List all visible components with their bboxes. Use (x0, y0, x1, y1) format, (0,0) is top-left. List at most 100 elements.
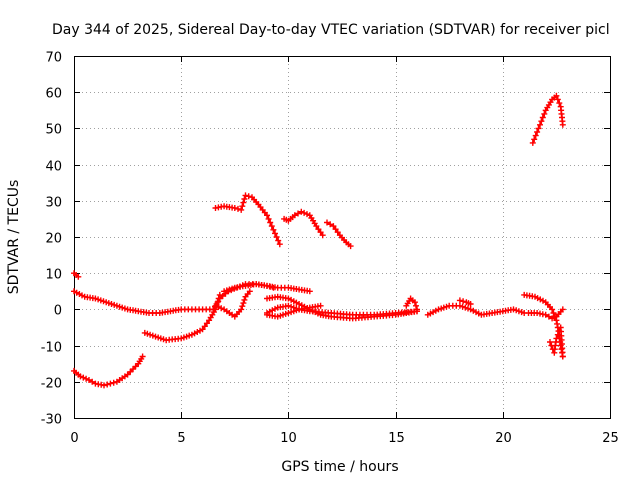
data-point (460, 298, 467, 305)
series-arc-6 (212, 288, 253, 320)
data-point (238, 306, 245, 313)
data-point (246, 288, 253, 295)
y-tick-label: 0 (54, 304, 62, 319)
x-tick-label: 5 (177, 431, 185, 446)
data-point (529, 139, 536, 146)
y-tick-label: 70 (45, 51, 62, 66)
data-point (139, 353, 146, 360)
data-point (559, 306, 566, 313)
data-point (554, 96, 561, 103)
data-point (413, 302, 419, 309)
data-point (532, 132, 539, 139)
series-arc-18 (281, 208, 326, 239)
y-tick-label: 20 (45, 232, 62, 247)
data-point (241, 196, 248, 202)
x-tick-label: 0 (70, 431, 78, 446)
series-arc-8 (264, 293, 420, 322)
x-tick-label: 10 (280, 431, 297, 446)
data-point (319, 232, 326, 239)
data-point (77, 373, 84, 380)
data-point (539, 114, 546, 121)
data-point (86, 377, 92, 383)
data-point (226, 286, 233, 293)
data-point (531, 136, 538, 143)
y-tick-label: 40 (45, 160, 62, 175)
data-point (235, 205, 241, 212)
data-point (144, 330, 151, 337)
x-tick-label: 20 (495, 431, 512, 446)
y-tick-label: -20 (41, 377, 62, 392)
data-point (264, 212, 270, 219)
data-point (534, 129, 541, 135)
data-point (268, 223, 275, 230)
data-point (83, 375, 90, 382)
data-point (239, 203, 246, 210)
data-point (101, 382, 107, 389)
x-tick-label: 25 (602, 431, 619, 446)
data-point (111, 301, 118, 308)
data-point (107, 380, 114, 387)
data-point (327, 221, 334, 228)
data-point (215, 304, 222, 310)
data-point (239, 303, 246, 310)
series-arc-11 (403, 295, 420, 313)
y-axis-label: SDTVAR / TECUs (6, 180, 22, 295)
data-point (119, 304, 126, 311)
data-point (291, 212, 298, 219)
data-point (240, 199, 247, 206)
x-tick-label: 15 (388, 431, 405, 446)
axis-ticks: -30 -20 -10 0 10 20 30 40 50 60 70 0 5 10 15 20 25 (41, 51, 619, 447)
data-point (80, 374, 87, 381)
data-point (559, 121, 566, 128)
series-arc-13 (456, 297, 474, 307)
y-tick-label: 60 (45, 87, 62, 102)
data-point (238, 206, 245, 213)
data-point (542, 311, 549, 318)
data-point (231, 205, 238, 211)
data-point (550, 310, 557, 316)
data-point (313, 223, 320, 230)
grid (74, 56, 610, 418)
data-point (104, 381, 111, 388)
data-point (110, 379, 117, 386)
data-point (456, 297, 463, 304)
y-tick-label: 10 (45, 268, 62, 283)
data-point (95, 296, 102, 303)
data-point (554, 331, 561, 338)
data-point (553, 92, 560, 99)
data-point (245, 193, 252, 200)
data-point (414, 306, 420, 313)
data-point (242, 192, 249, 199)
data-point (295, 210, 301, 217)
data-point (304, 211, 310, 218)
series-arc-17 (212, 192, 283, 248)
y-tick-label: 50 (45, 123, 62, 138)
data-point (241, 296, 248, 303)
data-point (298, 208, 305, 215)
data-point (545, 313, 552, 320)
series-arc-14 (521, 291, 566, 360)
y-tick-label: -10 (41, 341, 62, 356)
series-arc-15 (525, 306, 566, 322)
data-point (467, 301, 474, 307)
data-point (541, 110, 548, 117)
data-point (549, 306, 556, 313)
data-point (273, 234, 280, 240)
data-point (270, 226, 277, 233)
data-point (553, 335, 560, 342)
data-series (71, 92, 566, 389)
chart-title: Day 344 of 2025, Sidereal Day-to-day VTE… (52, 22, 610, 38)
data-point (240, 300, 247, 307)
series-arc-20 (529, 92, 566, 146)
series-arc-2 (71, 288, 217, 316)
y-tick-label: -30 (41, 413, 62, 428)
data-point (537, 121, 543, 128)
data-point (272, 230, 278, 237)
y-tick-label: 30 (45, 196, 62, 211)
data-point (411, 299, 418, 306)
series-arc-9 (264, 302, 420, 318)
data-point (265, 215, 272, 222)
data-point (89, 378, 96, 385)
series-arc-12 (424, 302, 528, 318)
data-point (317, 302, 324, 309)
